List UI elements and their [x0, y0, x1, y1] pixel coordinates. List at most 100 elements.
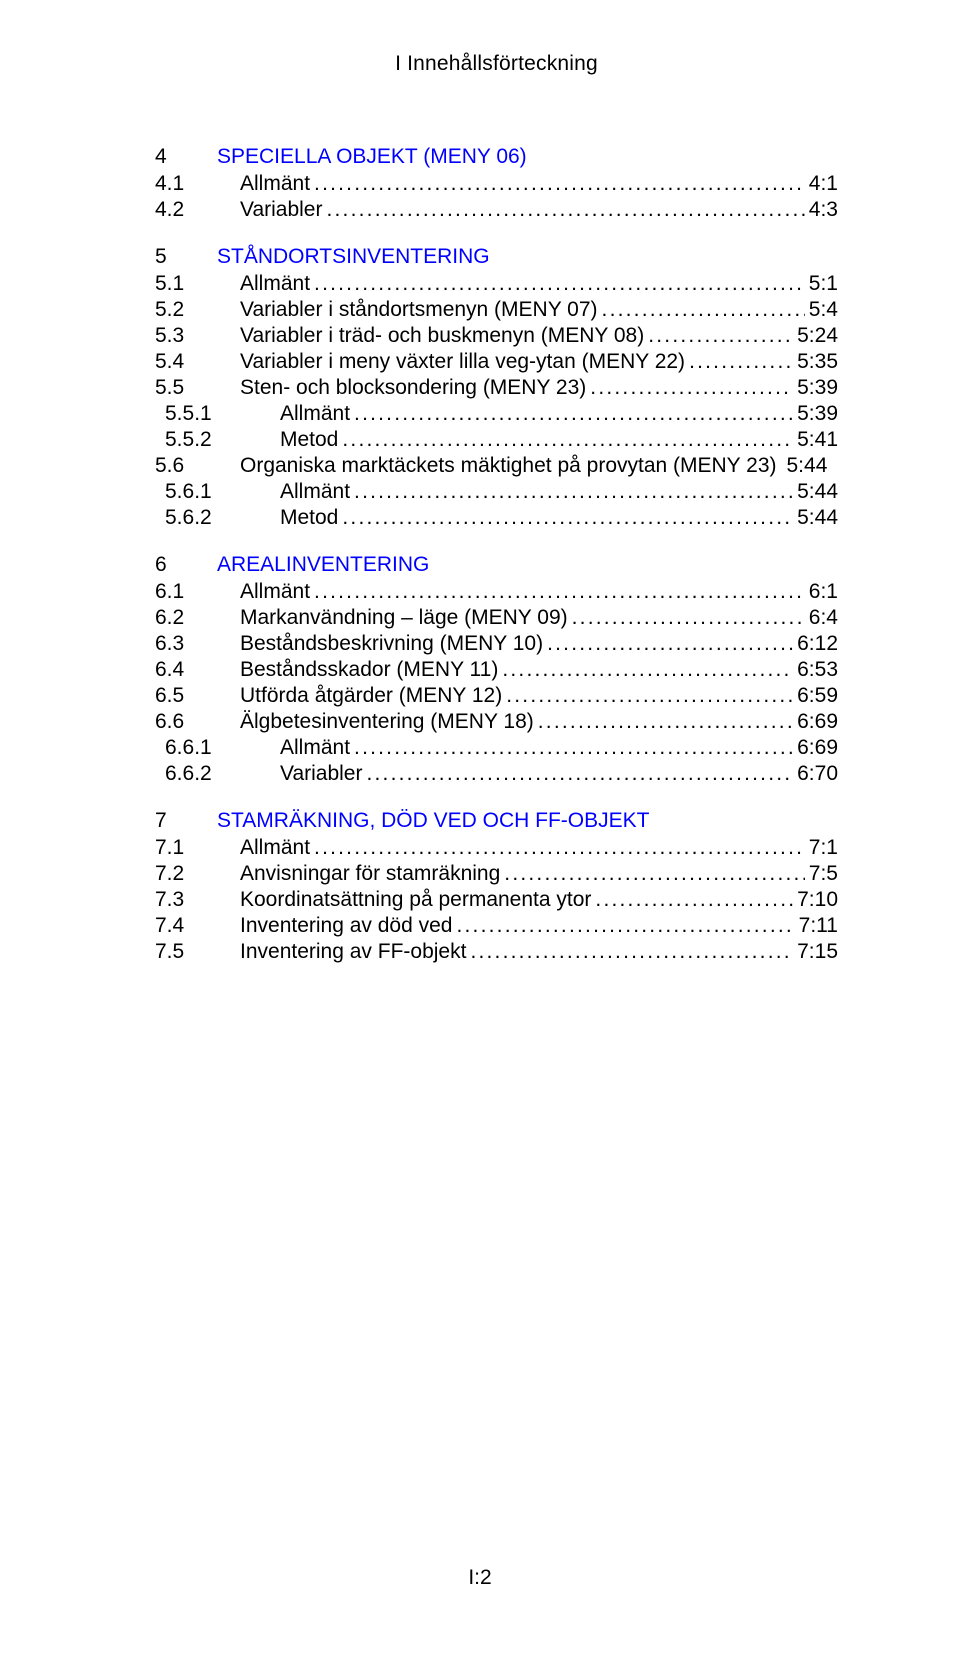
toc-entry: 5.6.2Metod5:44 — [155, 507, 838, 528]
toc-entry-label: Koordinatsättning på permanenta ytor — [240, 889, 591, 910]
toc-entry: 5.5.1Allmänt 5:39 — [155, 403, 838, 424]
toc-entry-label: Metod — [280, 507, 338, 528]
toc-entry-page: 7:10 — [797, 889, 838, 910]
toc-leader-dots — [314, 173, 805, 194]
toc-entry-label: Allmänt — [280, 403, 350, 424]
toc-entry: 5.6.1Allmänt 5:44 — [155, 481, 838, 502]
toc-entry: 5.6Organiska marktäckets mäktighet på pr… — [155, 455, 838, 476]
toc-leader-dots — [314, 273, 805, 294]
toc-leader-dots — [326, 199, 804, 220]
toc-entry-number: 6.3 — [155, 633, 240, 654]
toc-entry-number: 4.1 — [155, 173, 240, 194]
toc-leader-dots — [595, 889, 793, 910]
toc-entry-label: Inventering av FF-objekt — [240, 941, 466, 962]
toc-entry: 7.1Allmänt7:1 — [155, 837, 838, 858]
toc-section-number: 7 — [155, 810, 217, 831]
toc-entry-label: Variabler i träd- och buskmenyn (MENY 08… — [240, 325, 644, 346]
toc-entry: 5.3Variabler i träd- och buskmenyn (MENY… — [155, 325, 838, 346]
toc-entry-number: 5.3 — [155, 325, 240, 346]
toc-entry-page: 6:12 — [797, 633, 838, 654]
toc-leader-dots — [504, 863, 805, 884]
toc-entry-page: 7:11 — [799, 915, 838, 936]
toc-entry-label: Variabler i ståndortsmenyn (MENY 07) — [240, 299, 598, 320]
toc-entry: 6.3Beståndsbeskrivning (MENY 10) 6:12 — [155, 633, 838, 654]
toc-entry-page: 5:44 — [797, 507, 838, 528]
toc-entry-label: Sten- och blocksondering (MENY 23) — [240, 377, 586, 398]
toc-entry-number: 6.4 — [155, 659, 240, 680]
toc-entry-label: Beståndsskador (MENY 11) — [240, 659, 498, 680]
toc-leader-dots — [342, 429, 793, 450]
toc-entry-number: 6.6.2 — [165, 763, 280, 784]
toc-entry-page: 7:5 — [809, 863, 838, 884]
toc-entry-label: Allmänt — [240, 173, 310, 194]
toc-entry: 6.4Beståndsskador (MENY 11)6:53 — [155, 659, 838, 680]
toc-leader-dots — [470, 941, 793, 962]
toc-entry: 7.3Koordinatsättning på permanenta ytor 7… — [155, 889, 838, 910]
toc-entry: 7.2Anvisningar för stamräkning 7:5 — [155, 863, 838, 884]
toc-entry-page: 4:1 — [809, 173, 838, 194]
toc-entry-number: 6.6 — [155, 711, 240, 732]
page-header: I Innehållsförteckning — [155, 52, 838, 76]
toc-entry-number: 5.6 — [155, 455, 240, 476]
toc-section-label: SPECIELLA OBJEKT (MENY 06) — [217, 146, 527, 167]
toc-leader-dots — [547, 633, 793, 654]
toc-entry-page: 5:1 — [809, 273, 838, 294]
toc-leader-dots — [314, 837, 805, 858]
toc-entry: 6.6Älgbetesinventering (MENY 18) 6:69 — [155, 711, 838, 732]
toc-entry-label: Allmänt — [240, 837, 310, 858]
toc-section-heading: 7STAMRÄKNING, DÖD VED OCH FF-OBJEKT — [155, 810, 838, 831]
toc-leader-dots — [366, 763, 793, 784]
toc-entry-number: 5.2 — [155, 299, 240, 320]
page-footer: I:2 — [0, 1566, 960, 1590]
toc-entry-label: Anvisningar för stamräkning — [240, 863, 500, 884]
toc-entry-label: Organiska marktäckets mäktighet på provy… — [240, 455, 777, 476]
toc-section-heading: 6AREALINVENTERING — [155, 554, 838, 575]
toc-entry-label: Allmänt — [280, 737, 350, 758]
toc-section-number: 6 — [155, 554, 217, 575]
toc-entry: 6.5Utförda åtgärder (MENY 12)6:59 — [155, 685, 838, 706]
toc-entry-number: 5.4 — [155, 351, 240, 372]
toc-section-number: 4 — [155, 146, 217, 167]
toc-entry-page: 6:69 — [797, 711, 838, 732]
toc-entry: 6.2Markanvändning – läge (MENY 09)6:4 — [155, 607, 838, 628]
toc-entry-label: Allmänt — [280, 481, 350, 502]
toc-entry: 4.1Allmänt 4:1 — [155, 173, 838, 194]
toc-entry-page: 5:39 — [797, 403, 838, 424]
toc-leader-dots — [456, 915, 794, 936]
toc-entry-label: Utförda åtgärder (MENY 12) — [240, 685, 502, 706]
toc-entry: 6.1Allmänt6:1 — [155, 581, 838, 602]
toc-entry-page: 6:4 — [809, 607, 838, 628]
toc-entry-page: 5:44 — [787, 455, 828, 476]
toc-leader-dots — [342, 507, 793, 528]
toc-entry-number: 6.6.1 — [165, 737, 280, 758]
toc-entry-label: Inventering av död ved — [240, 915, 452, 936]
toc-entry-number: 5.6.1 — [165, 481, 280, 502]
toc-entry-number: 5.5.1 — [165, 403, 280, 424]
toc-entry-label: Variabler i meny växter lilla veg-ytan (… — [240, 351, 685, 372]
toc-entry-number: 6.5 — [155, 685, 240, 706]
toc-section-label: AREALINVENTERING — [217, 554, 429, 575]
toc-entry: 7.5Inventering av FF-objekt7:15 — [155, 941, 838, 962]
toc-entry-label: Beståndsbeskrivning (MENY 10) — [240, 633, 543, 654]
toc-entry-number: 7.2 — [155, 863, 240, 884]
toc-entry-page: 5:39 — [797, 377, 838, 398]
toc-entry-page: 5:44 — [797, 481, 838, 502]
toc-entry-number: 4.2 — [155, 199, 240, 220]
toc-entry-page: 5:24 — [797, 325, 838, 346]
toc-section-heading: 5STÅNDORTSINVENTERING — [155, 246, 838, 267]
toc-entry: 5.4Variabler i meny växter lilla veg-yta… — [155, 351, 838, 372]
toc-entry-number: 7.3 — [155, 889, 240, 910]
toc-entry-page: 6:70 — [797, 763, 838, 784]
toc-leader-dots — [354, 737, 793, 758]
toc-entry: 5.5Sten- och blocksondering (MENY 23) 5:3… — [155, 377, 838, 398]
toc-entry-label: Älgbetesinventering (MENY 18) — [240, 711, 534, 732]
table-of-contents: 4SPECIELLA OBJEKT (MENY 06)4.1Allmänt4:1… — [155, 146, 838, 962]
toc-entry-number: 5.1 — [155, 273, 240, 294]
toc-leader-dots — [502, 659, 793, 680]
toc-entry-label: Variabler — [280, 763, 362, 784]
toc-entry-number: 5.5 — [155, 377, 240, 398]
toc-entry-page: 5:41 — [797, 429, 838, 450]
toc-entry-label: Allmänt — [240, 273, 310, 294]
toc-entry-page: 4:3 — [809, 199, 838, 220]
toc-leader-dots — [354, 403, 793, 424]
